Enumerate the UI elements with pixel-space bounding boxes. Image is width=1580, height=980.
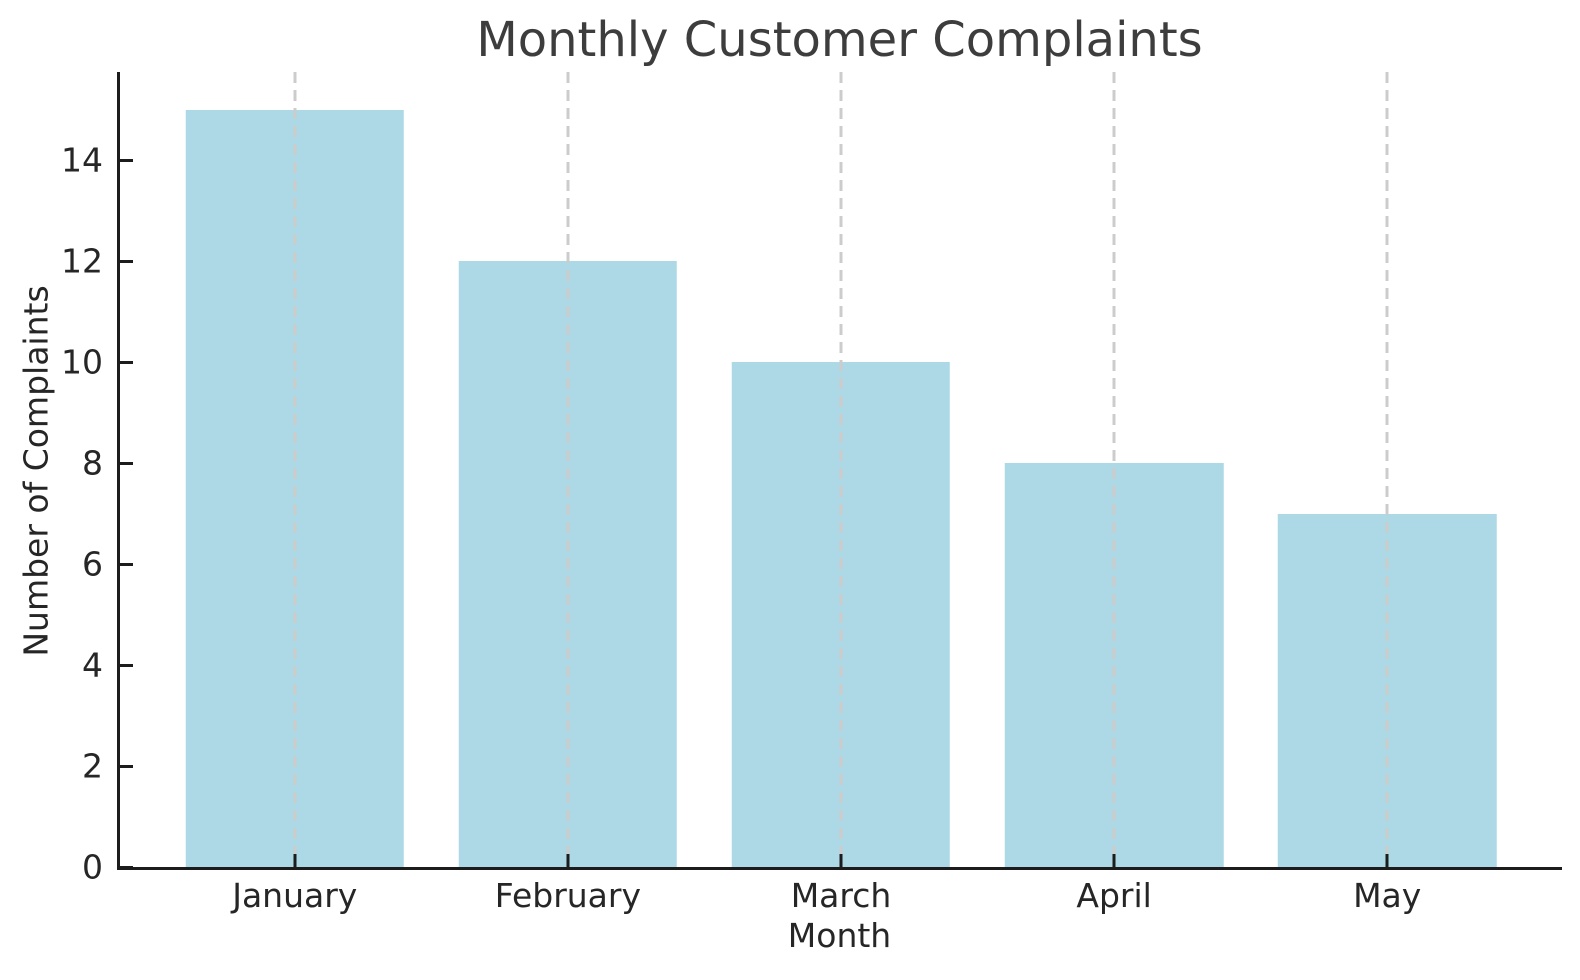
y-tick-label-6: 6 bbox=[82, 544, 103, 584]
y-tick-mark bbox=[120, 461, 133, 465]
gridline-may bbox=[1385, 72, 1389, 867]
y-tick-mark bbox=[120, 259, 133, 263]
x-tick-label-february: February bbox=[494, 876, 642, 915]
y-tick-label-12: 12 bbox=[61, 241, 103, 281]
gridline-january bbox=[293, 72, 297, 867]
y-tick-label-10: 10 bbox=[61, 342, 103, 382]
x-tick-mark bbox=[566, 854, 570, 867]
y-tick-mark bbox=[120, 562, 133, 566]
y-tick-mark bbox=[120, 865, 133, 869]
x-tick-mark bbox=[1112, 854, 1116, 867]
gridline-april bbox=[1112, 72, 1116, 867]
x-tick-label-may: May bbox=[1353, 876, 1422, 915]
x-tick-mark bbox=[1385, 854, 1389, 867]
gridline-february bbox=[566, 72, 570, 867]
plot-area: 0 2 4 6 8 10 12 14 January February March April May bbox=[61, 72, 1562, 912]
x-tick-label-march: March bbox=[790, 876, 892, 915]
gridline-march bbox=[839, 72, 843, 867]
y-tick-label-0: 0 bbox=[82, 847, 103, 887]
x-tick-mark bbox=[839, 854, 843, 867]
y-tick-label-2: 2 bbox=[82, 746, 103, 786]
y-tick-label-4: 4 bbox=[82, 645, 103, 685]
y-tick-mark bbox=[120, 360, 133, 364]
x-tick-label-april: April bbox=[1076, 876, 1152, 915]
chart-title: Monthly Customer Complaints bbox=[476, 12, 1203, 68]
x-axis-label: Month bbox=[787, 916, 892, 955]
y-tick-label-14: 14 bbox=[61, 140, 103, 180]
x-tick-mark bbox=[293, 854, 297, 867]
y-tick-label-8: 8 bbox=[82, 443, 103, 483]
y-tick-mark bbox=[120, 663, 133, 667]
x-tick-label-january: January bbox=[232, 876, 358, 915]
y-tick-mark bbox=[120, 158, 133, 162]
y-tick-mark bbox=[120, 764, 133, 768]
y-axis-label: Number of Complaints bbox=[16, 285, 56, 657]
